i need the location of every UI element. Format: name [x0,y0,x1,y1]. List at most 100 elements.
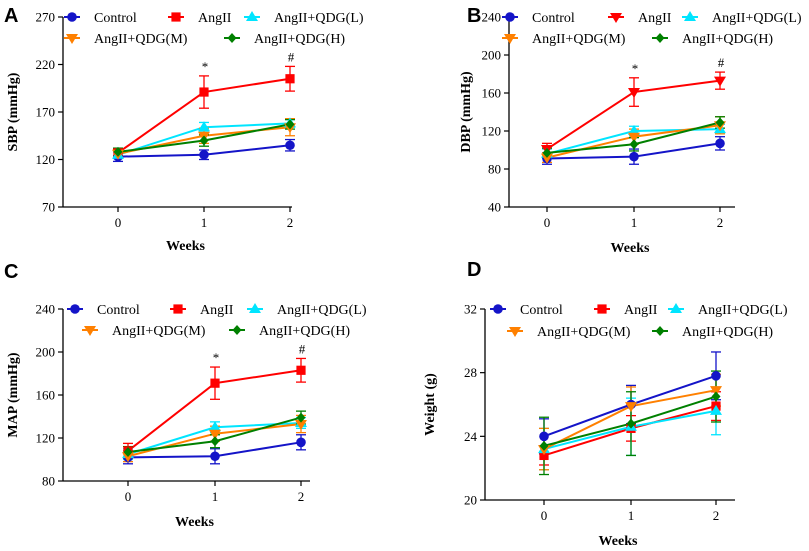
legend-marker [684,11,696,21]
y-axis-title: DBP (mmHg) [459,71,474,153]
y-axis-title: Weight (g) [423,373,438,436]
data-point [628,132,640,143]
panel-a: A 70 120 170 220 270 0 1 2 Weeks SBP (mmHg) * # Contr… [4,5,364,254]
y-tick-label: 80 [42,474,55,489]
data-point [710,386,722,397]
legend-item: AngII+QDG(M) [507,325,631,340]
legend-item: AngII [608,11,672,26]
data-point [715,138,725,149]
data-point [113,146,123,157]
data-point [285,140,295,151]
data-point [295,420,307,431]
x-tick-label: 0 [541,508,548,523]
panel-b: B 40 80 120 160 200 240 0 1 2 Weeks DBP (mmHg) * # Con… [459,5,802,256]
series-group [541,71,726,165]
y-tick-label: 20 [464,493,477,508]
x-axis-title: Weeks [611,241,650,256]
legend-marker [70,304,80,314]
y-tick-label: 120 [36,431,56,446]
legend-marker [655,326,665,336]
legend-label: Control [94,11,137,26]
legend-marker [173,304,183,314]
y-tick-label: 200 [482,48,502,63]
significance-mark: * [213,350,220,365]
y-tick-label: 160 [36,388,56,403]
legend-item: AngII+QDG(M) [64,32,188,47]
data-point [711,371,721,381]
y-tick-label: 240 [482,10,502,25]
legend-item: Control [490,303,563,318]
legend-item: Control [67,303,140,318]
legend-marker [249,303,261,313]
legend-marker [171,12,181,22]
y-tick-label: 32 [464,302,477,317]
legend-item: AngII+QDG(H) [224,32,345,47]
legend-label: Control [97,303,140,318]
x-tick-label: 2 [287,215,294,230]
legend-label: AngII+QDG(H) [254,32,345,47]
panel-label: B [467,5,481,27]
series-group [122,357,307,465]
data-point [285,119,295,130]
legend-item: AngII [170,303,234,318]
legend-label: AngII [200,303,234,318]
data-point [710,404,722,415]
x-tick-label: 1 [628,508,635,523]
legend-marker [597,304,607,314]
y-tick-label: 160 [482,86,502,101]
y-tick-label: 120 [36,152,56,167]
significance-mark: # [299,341,306,356]
significance-mark: * [202,59,209,74]
y-tick-label: 28 [464,365,477,380]
data-point [629,139,639,150]
legend-item: AngII+QDG(H) [652,32,773,47]
legend-item: AngII+QDG(L) [244,11,364,26]
legend-marker [227,33,237,43]
data-point [199,135,209,146]
legend: Control AngII AngII+QDG(L) AngII+QDG(M) AngI… [490,303,788,340]
data-point [711,391,721,402]
panel-d: D 20 24 28 32 0 1 2 Weeks Weight (g) Control AngII A… [423,259,788,549]
legend-item: AngII [168,11,232,26]
data-point [628,125,640,135]
y-tick-label: 70 [42,200,55,215]
data-point [715,117,725,128]
legend-marker [504,34,516,44]
data-point [210,436,220,447]
data-point [198,121,210,132]
legend-label: AngII+QDG(M) [532,32,626,47]
legend-label: AngII+QDG(H) [259,324,350,339]
data-point [626,418,636,429]
legend: Control AngII AngII+QDG(L) AngII+QDG(M) AngI… [67,303,367,339]
legend-label: AngII+QDG(L) [277,303,367,318]
data-point [714,76,726,87]
x-axis-title: Weeks [599,534,638,549]
panel-label: A [4,5,18,27]
data-point [541,153,553,164]
legend-marker [670,303,682,313]
data-point [296,365,306,375]
legend-label: AngII+QDG(M) [112,324,206,339]
significance-mark: # [718,55,725,70]
x-tick-label: 0 [544,215,551,230]
legend-marker [505,12,515,22]
series-group [112,65,296,163]
x-tick-label: 1 [201,215,208,230]
legend-marker [84,326,96,336]
legend-marker [509,327,521,337]
series-group [538,351,722,476]
data-point [625,402,637,413]
y-axis-title: MAP (mmHg) [6,352,21,437]
legend-item: AngII+QDG(L) [668,303,788,318]
x-tick-label: 0 [115,215,122,230]
data-point [285,74,295,84]
legend: Control AngII AngII+QDG(L) AngII+QDG(M) AngI… [502,11,802,47]
legend-marker [655,33,665,43]
legend-item: AngII [594,303,658,318]
legend-item: AngII+QDG(H) [229,324,350,339]
legend-marker [66,34,78,44]
data-point [199,149,209,160]
x-tick-label: 2 [713,508,720,523]
x-tick-label: 2 [298,489,305,504]
